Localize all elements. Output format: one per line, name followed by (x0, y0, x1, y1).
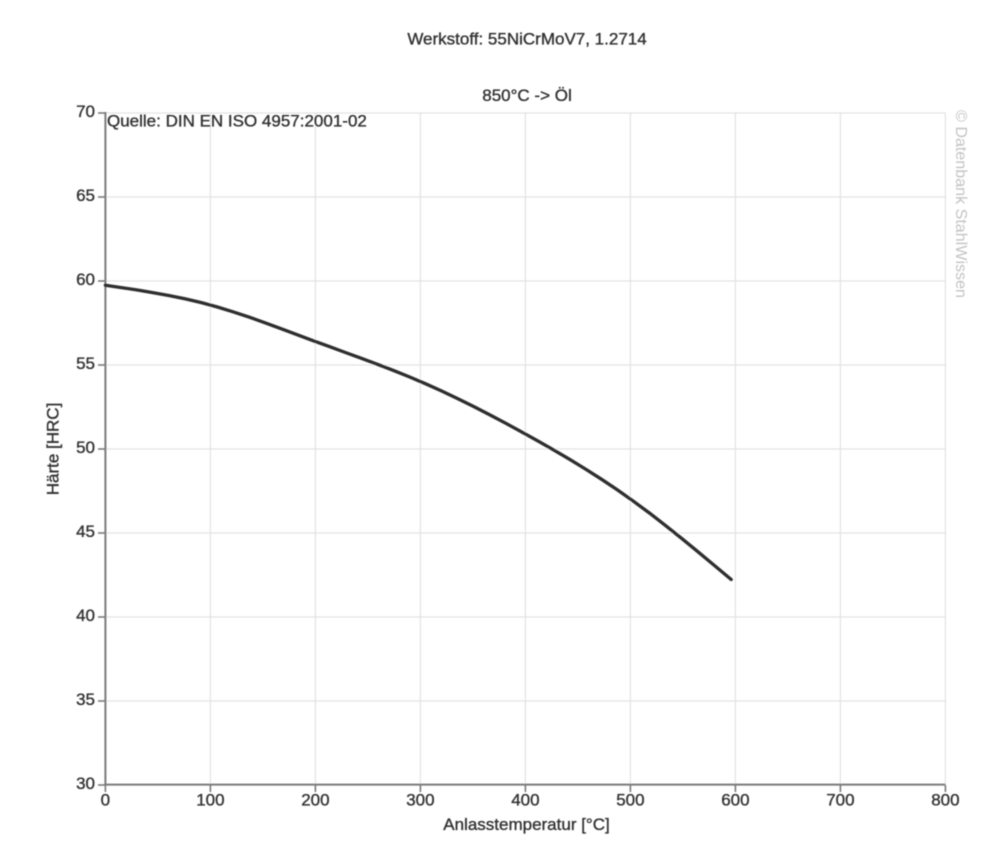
svg-text:60: 60 (76, 270, 95, 289)
svg-text:800: 800 (931, 791, 959, 810)
svg-text:850°C -> Öl: 850°C -> Öl (482, 86, 571, 105)
svg-text:400: 400 (511, 791, 539, 810)
svg-text:© Datenbank StahlWissen: © Datenbank StahlWissen (952, 110, 969, 298)
svg-text:Härte [HRC]: Härte [HRC] (44, 403, 63, 496)
svg-text:700: 700 (826, 791, 854, 810)
svg-text:55: 55 (76, 354, 95, 373)
svg-text:Werkstoff: 55NiCrMoV7, 1.2714: Werkstoff: 55NiCrMoV7, 1.2714 (407, 30, 646, 49)
svg-text:500: 500 (616, 791, 644, 810)
svg-text:35: 35 (76, 690, 95, 709)
svg-text:0: 0 (101, 791, 110, 810)
svg-text:30: 30 (76, 774, 95, 793)
svg-text:45: 45 (76, 522, 95, 541)
svg-text:65: 65 (76, 186, 95, 205)
svg-text:200: 200 (301, 791, 329, 810)
svg-text:600: 600 (721, 791, 749, 810)
svg-text:100: 100 (196, 791, 224, 810)
svg-text:50: 50 (76, 438, 95, 457)
svg-text:40: 40 (76, 606, 95, 625)
svg-text:300: 300 (406, 791, 434, 810)
svg-text:Quelle: DIN EN ISO 4957:2001-0: Quelle: DIN EN ISO 4957:2001-02 (107, 112, 367, 131)
svg-text:70: 70 (76, 102, 95, 121)
svg-text:Anlasstemperatur [°C]: Anlasstemperatur [°C] (443, 815, 609, 834)
